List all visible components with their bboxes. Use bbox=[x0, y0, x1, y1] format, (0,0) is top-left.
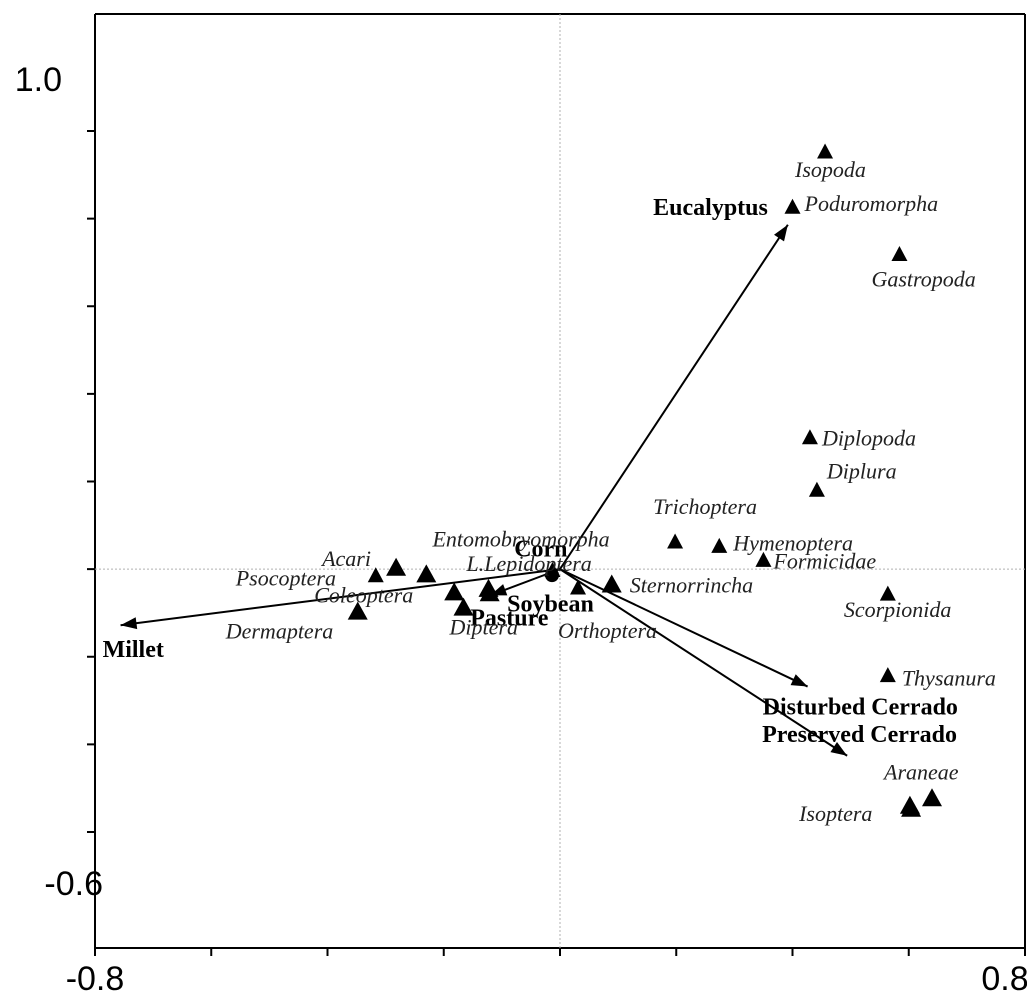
species-label: Entomobryomorpha bbox=[431, 526, 609, 551]
species-marker bbox=[453, 597, 474, 616]
species-label: Isopoda bbox=[794, 157, 866, 182]
species-marker bbox=[711, 537, 728, 553]
vector-arrowhead bbox=[774, 224, 788, 242]
species-marker bbox=[570, 579, 587, 595]
species-marker bbox=[386, 557, 407, 576]
species-marker bbox=[347, 601, 368, 620]
species-label: Formicidae bbox=[772, 548, 876, 573]
species-label: Gastropoda bbox=[871, 267, 975, 292]
species-label: Hymenoptera bbox=[732, 530, 853, 555]
species-marker bbox=[667, 533, 684, 549]
species-marker bbox=[544, 561, 561, 577]
species-marker bbox=[808, 481, 825, 497]
species-marker bbox=[416, 564, 437, 583]
species-label: Isoptera bbox=[798, 801, 872, 826]
species-label: Diplopoda bbox=[821, 426, 916, 451]
vector-label: Soybean bbox=[507, 592, 594, 618]
y-tick-label: 1.0 bbox=[15, 61, 62, 99]
vector-arrowhead bbox=[120, 617, 138, 630]
vector-label: Millet bbox=[103, 637, 164, 663]
species-label: Trichoptera bbox=[653, 494, 757, 519]
species-label: Poduromorpha bbox=[804, 191, 939, 216]
vector-label: Eucalyptus bbox=[653, 195, 768, 221]
species-label: Psocoptera bbox=[235, 566, 336, 591]
species-marker bbox=[879, 585, 896, 601]
vector-arrowhead bbox=[830, 742, 848, 756]
species-label: Coleoptera bbox=[314, 582, 413, 607]
species-label: Diptera bbox=[449, 615, 518, 640]
species-points: Isopoda Poduromorpha Gastropoda Diplopoda Di… bbox=[225, 143, 996, 826]
species-label: L.Lepidoptera bbox=[466, 551, 592, 576]
species-marker bbox=[891, 246, 908, 262]
axis-ticks bbox=[87, 130, 1026, 956]
species-marker bbox=[879, 667, 896, 683]
species-marker bbox=[601, 574, 622, 593]
species-marker bbox=[899, 795, 920, 814]
y-tick-label: -0.6 bbox=[44, 865, 103, 903]
x-tick-label: -0.8 bbox=[66, 960, 125, 998]
vector-label: Pasture bbox=[470, 605, 549, 631]
vector-label: Corn bbox=[514, 537, 567, 563]
species-marker bbox=[922, 788, 942, 807]
vector-label: Disturbed Cerrado bbox=[763, 695, 958, 721]
vector-label: Preserved Cerrado bbox=[762, 722, 957, 748]
species-label: Sternorrincha bbox=[630, 572, 753, 597]
species-marker bbox=[817, 143, 834, 159]
vector-line bbox=[559, 568, 848, 757]
species-marker bbox=[444, 582, 465, 601]
x-tick-label: 0.8 bbox=[981, 960, 1027, 998]
species-label: Araneae bbox=[882, 759, 959, 784]
species-label: Scorpionida bbox=[844, 597, 952, 622]
species-label: Thysanura bbox=[902, 666, 996, 691]
species-marker bbox=[784, 198, 801, 214]
vector-arrowhead bbox=[790, 674, 808, 687]
species-label: Acari bbox=[320, 546, 371, 571]
species-marker bbox=[367, 567, 384, 583]
species-marker bbox=[755, 551, 772, 567]
species-marker bbox=[479, 583, 500, 602]
species-label: Orthoptera bbox=[558, 618, 657, 643]
species-label: Dermaptera bbox=[225, 619, 334, 644]
species-marker bbox=[801, 429, 818, 445]
environmental-vectors: Eucalyptus Millet Disturbed CerradoPreserv… bbox=[103, 195, 958, 757]
vector-line bbox=[559, 568, 809, 688]
species-label: Diplura bbox=[826, 458, 897, 483]
axis-tick-labels: -0.8 0.8 1.0 -0.6 bbox=[15, 61, 1027, 998]
vector-line bbox=[120, 568, 561, 627]
vector-line bbox=[559, 224, 789, 570]
